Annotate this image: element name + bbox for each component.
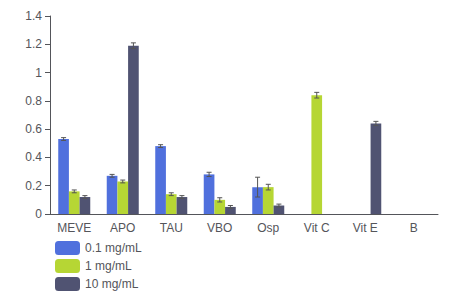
- svg-text:1.2: 1.2: [25, 37, 42, 51]
- svg-text:Vit C: Vit C: [304, 221, 330, 235]
- svg-text:1 mg/mL: 1 mg/mL: [85, 259, 132, 273]
- svg-text:B: B: [410, 221, 418, 235]
- svg-text:0: 0: [35, 207, 42, 221]
- svg-text:MEVE: MEVE: [57, 221, 91, 235]
- svg-text:0.8: 0.8: [25, 94, 42, 108]
- svg-text:APO: APO: [110, 221, 135, 235]
- svg-text:TAU: TAU: [160, 221, 183, 235]
- svg-text:0.1 mg/mL: 0.1 mg/mL: [85, 241, 142, 255]
- svg-text:0.6: 0.6: [25, 122, 42, 136]
- svg-text:0.2: 0.2: [25, 179, 42, 193]
- svg-text:0.4: 0.4: [25, 150, 42, 164]
- svg-text:1.4: 1.4: [25, 9, 42, 23]
- svg-text:Osp: Osp: [257, 221, 279, 235]
- svg-text:10 mg/mL: 10 mg/mL: [85, 277, 139, 291]
- svg-text:1: 1: [35, 66, 42, 80]
- svg-text:Vit E: Vit E: [353, 221, 378, 235]
- svg-text:VBO: VBO: [207, 221, 232, 235]
